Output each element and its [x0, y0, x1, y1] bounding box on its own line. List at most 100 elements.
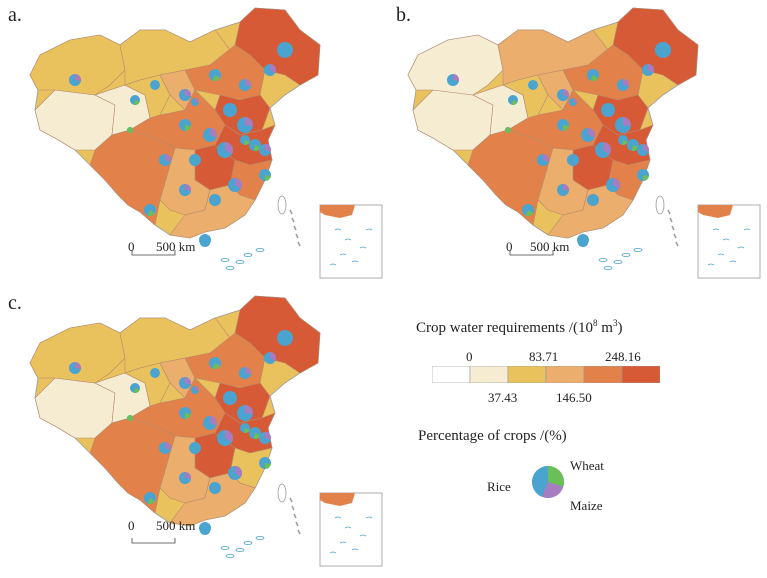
hainan-island: [200, 239, 210, 247]
crop-pie: [189, 154, 201, 166]
crop-pie: [259, 169, 271, 181]
crop-pie: [223, 391, 237, 405]
crop-pie: [203, 416, 218, 430]
crop-pie: [179, 119, 191, 131]
crop-dot: [505, 127, 511, 133]
scale-text-a: 500 km: [156, 239, 196, 254]
pie-label-maize: Maize: [570, 498, 603, 513]
south-china-sea-inset: [319, 204, 383, 279]
scale-zero-a: 0: [128, 239, 135, 254]
hainan-island: [578, 239, 588, 247]
crop-pie: [159, 442, 172, 454]
tick-146-50: 146.50: [556, 390, 592, 405]
crop-pie: [144, 492, 156, 504]
cwr-color-bar: [432, 366, 660, 383]
panel-label-c: c.: [8, 292, 22, 314]
hainan-island: [200, 527, 210, 535]
crop-pie: [264, 352, 276, 364]
pie-label-rice: Rice: [487, 479, 511, 494]
crop-pie: [237, 117, 253, 133]
crop-pie: [259, 144, 271, 156]
taiwan-island: [277, 483, 287, 503]
crop-pie: [239, 367, 251, 379]
crop-pie: [627, 139, 639, 151]
crop-dot: [127, 415, 133, 421]
crop-pie: [69, 362, 81, 374]
crop-pie: [615, 117, 631, 133]
crop-pie: [259, 432, 271, 444]
color-class-4: [583, 366, 623, 383]
crop-pie: [189, 442, 201, 454]
color-class-1: [469, 366, 509, 383]
crop-pie: [637, 144, 649, 156]
taiwan-island: [277, 195, 287, 215]
crop-pie: [595, 142, 611, 158]
crop-pie: [557, 184, 569, 196]
crop-pie: [240, 135, 250, 145]
scale-bar: [509, 250, 554, 256]
scale-bar: [131, 538, 176, 544]
crop-pie: [581, 128, 595, 142]
crop-pie: [69, 74, 81, 86]
crop-pie: [277, 42, 293, 58]
crop-pie: [209, 69, 221, 81]
crop-pie: [606, 178, 621, 192]
crop-pie: [179, 88, 191, 101]
map-panel-b: b. 0 500 km: [378, 0, 767, 290]
color-class-2: [507, 366, 547, 383]
region-xinjiang: [29, 34, 126, 96]
cwr-legend-title: Crop water requirements /(108 m3): [416, 318, 623, 336]
color-class-3: [545, 366, 585, 383]
crop-pie: [237, 405, 253, 421]
crop-pie: [179, 472, 191, 484]
crop-pie: [617, 79, 629, 91]
crop-pie: [249, 427, 261, 439]
crop-pie: [528, 80, 538, 90]
pie-legend-icon: [532, 465, 565, 498]
china-map-b: [407, 7, 761, 279]
south-china-sea-inset: [319, 492, 383, 567]
crop-pie: [601, 103, 615, 117]
color-class-5: [621, 366, 660, 383]
crop-pie: [447, 74, 459, 86]
crop-pie: [159, 154, 172, 166]
crop-pie: [223, 103, 237, 117]
taiwan-island: [655, 195, 665, 215]
region-xinjiang: [407, 34, 504, 96]
crop-pie: [191, 98, 199, 106]
crop-pie: [228, 178, 243, 192]
region-guangdong: [169, 184, 256, 239]
region-guangdong: [169, 472, 256, 527]
crop-pie: [179, 184, 191, 196]
crop-pie: [537, 154, 549, 166]
crop-pie: [557, 88, 569, 101]
crop-pie: [144, 204, 156, 217]
crop-pie: [508, 95, 518, 105]
crop-dot: [127, 127, 133, 133]
scale-bar: [131, 250, 176, 256]
crop-pie: [209, 194, 221, 206]
crop-pie: [655, 42, 671, 58]
map-panel-a: a. 0 500 km: [0, 0, 390, 290]
crop-pie: [240, 423, 250, 433]
crop-pie: [217, 142, 233, 158]
pct-legend-title: Percentage of crops /(%): [418, 428, 567, 444]
crop-pie: [203, 128, 218, 142]
crop-pie: [618, 135, 628, 145]
region-guangdong: [547, 184, 634, 239]
scale-text-b: 500 km: [530, 239, 570, 254]
crop-pie: [179, 407, 191, 419]
crop-pie: [587, 69, 599, 81]
crop-pie: [264, 64, 276, 76]
south-china-sea-inset: [697, 204, 761, 279]
crop-pie: [567, 154, 579, 166]
crop-pie: [637, 169, 649, 181]
crop-pie: [259, 457, 271, 469]
crop-pie: [130, 95, 140, 105]
pie-slice-rice: [532, 466, 548, 497]
crop-pie: [150, 80, 160, 90]
crop-pie: [209, 482, 221, 494]
crop-pie: [217, 430, 233, 446]
crop-pie: [130, 383, 140, 393]
tick-37-43: 37.43: [488, 390, 518, 405]
